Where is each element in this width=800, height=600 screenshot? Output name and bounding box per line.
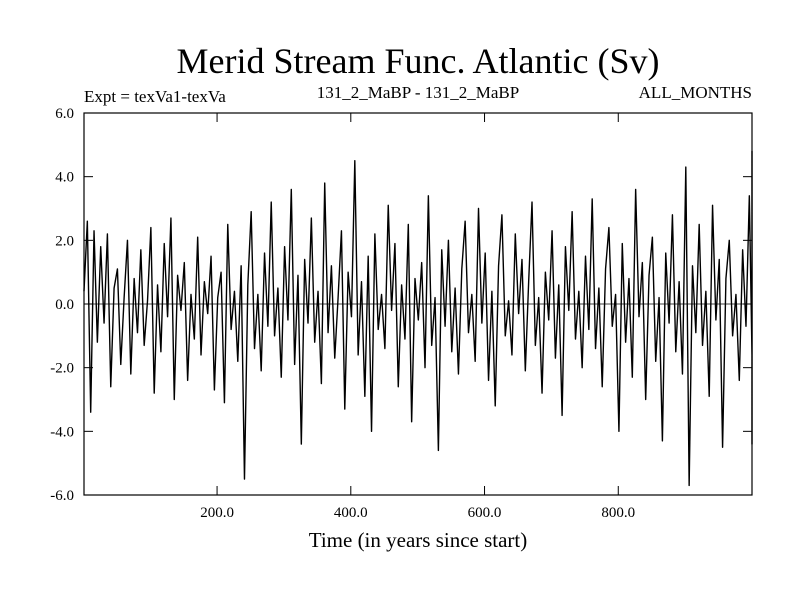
y-tick-label: 0.0 [55,297,74,313]
header-right-label: ALL_MONTHS [639,83,752,102]
y-tick-label: -4.0 [50,424,74,440]
y-tick-label: 6.0 [55,106,74,122]
y-tick-label: -6.0 [50,488,74,504]
x-tick-label: 600.0 [468,505,502,521]
header-center-label: 131_2_MaBP - 131_2_MaBP [317,83,519,102]
y-tick-label: 2.0 [55,233,74,249]
series-layer [83,150,753,487]
x-axis-label: Time (in years since start) [309,528,528,552]
series-line [83,150,753,487]
chart-title: Merid Stream Func. Atlantic (Sv) [177,41,660,81]
x-tick-label: 400.0 [334,505,368,521]
header-left-label: Expt = texVa1-texVa [84,87,226,106]
y-tick-label: 4.0 [55,170,74,186]
x-tick-label: 200.0 [200,505,234,521]
axis-layer: -6.0 -4.0 -2.0 0.0 2.0 4.0 6.0 200.0 400.0 600.0 8… [50,106,752,521]
y-tick-label: -2.0 [50,361,74,377]
x-tick-label: 800.0 [601,505,635,521]
